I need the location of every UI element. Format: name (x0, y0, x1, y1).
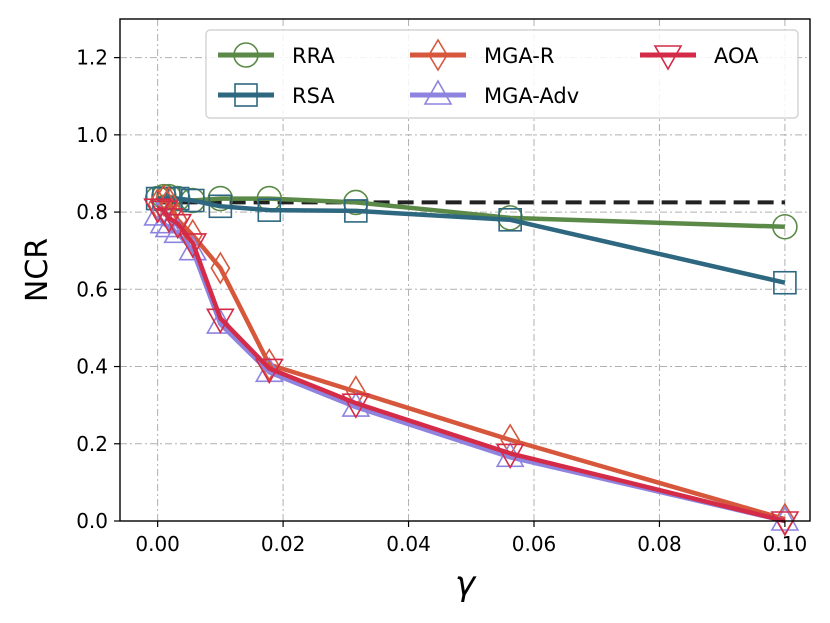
legend-item-aoa: AOA (640, 44, 759, 71)
legend-label: RSA (292, 84, 335, 108)
y-tick-label: 0.8 (76, 200, 108, 224)
marker-triangle-down (254, 358, 284, 385)
marker-triangle-down (143, 198, 173, 224)
marker-triangle-down (341, 393, 371, 419)
series-line (156, 206, 786, 524)
marker-diamond (153, 183, 174, 218)
x-tick-label: 0.08 (637, 532, 682, 556)
marker-square (180, 188, 205, 213)
marker-triangle-up (154, 211, 184, 238)
legend-label: RRA (292, 44, 335, 68)
legend-item-rsa: RSA (218, 83, 335, 108)
marker-triangle-up (178, 235, 208, 261)
legend-box (205, 29, 799, 119)
series-layer (143, 183, 800, 537)
marker-triangle-down (154, 208, 184, 234)
marker-triangle-down (770, 511, 800, 537)
marker-diamond (428, 38, 448, 72)
legend-label: MGA-R (484, 44, 554, 68)
marker-circle (772, 213, 798, 240)
y-tick-label: 1.0 (76, 123, 108, 147)
legend: RRA RSA MGA-R MGA-Adv AOA (205, 29, 799, 119)
x-tick-label: 0.10 (763, 532, 808, 556)
y-tick-label: 0.4 (76, 355, 108, 379)
y-tick-label: 0.6 (76, 277, 108, 301)
y-tick-label: 0.0 (76, 509, 108, 533)
marker-triangle-up (423, 79, 453, 105)
marker-triangle-down (163, 213, 193, 240)
x-tick-label: 0.00 (135, 532, 180, 556)
marker-triangle-down (178, 233, 208, 259)
marker-square (234, 83, 258, 107)
series-line (156, 198, 786, 522)
series-mga-r (147, 183, 795, 536)
marker-circle (233, 42, 259, 68)
legend-item-rra: RRA (218, 42, 335, 68)
marker-circle (343, 189, 369, 216)
legend-item-mga-adv: MGA-Adv (410, 79, 579, 108)
series-mga-adv (143, 200, 800, 531)
legend-item-mga-r: MGA-R (410, 38, 554, 72)
y-axis-label: NCR (20, 238, 55, 302)
legend-label: MGA-Adv (484, 84, 579, 108)
y-tick-label: 0.2 (76, 432, 108, 456)
x-tick-label: 0.06 (512, 532, 557, 556)
x-axis-label: γ (455, 564, 477, 604)
marker-square (498, 208, 522, 232)
x-tick-label: 0.02 (261, 532, 306, 556)
plot-frame (119, 18, 811, 522)
marker-triangle-down (495, 443, 525, 470)
marker-square (773, 270, 797, 295)
series-line (157, 196, 786, 285)
x-tick-label: 0.04 (386, 532, 431, 556)
marker-square (208, 194, 233, 219)
marker-square (257, 198, 282, 222)
marker-circle (207, 185, 234, 212)
marker-square (344, 199, 368, 223)
series-aoa (143, 198, 800, 537)
legend-label: AOA (714, 44, 759, 68)
marker-triangle-down (653, 45, 683, 71)
marker-diamond (210, 251, 231, 285)
y-tick-label: 1.2 (76, 46, 108, 70)
axes: 0.00 0.02 0.04 0.06 0.08 0.10 0.0 0.2 0.4 0.6 0.8 1… (76, 46, 807, 556)
marker-triangle-down (205, 308, 235, 334)
